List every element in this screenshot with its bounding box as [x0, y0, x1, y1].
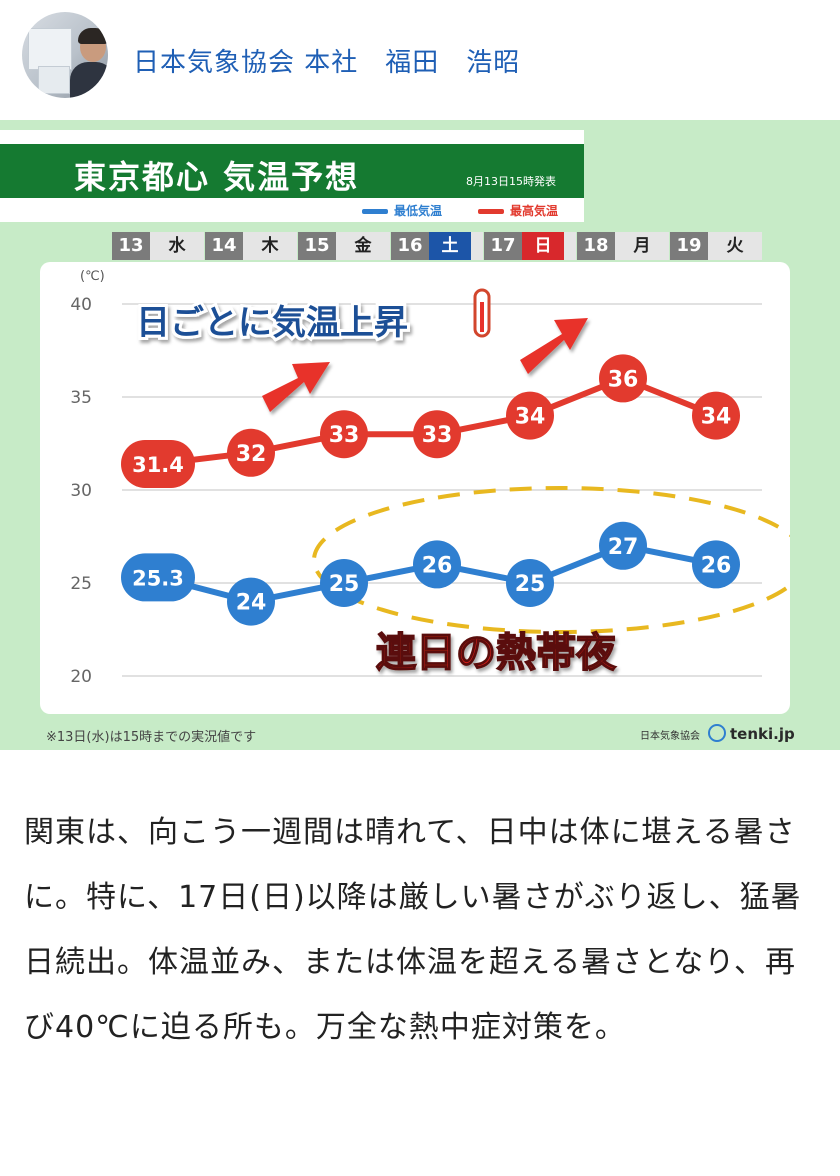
y-axis-unit: (℃) [80, 269, 105, 284]
data-label: 32 [236, 442, 267, 467]
rise-annotation-text: 日ごとに気温上昇 [136, 303, 408, 343]
data-label: 33 [329, 423, 360, 448]
tropical-night-annotation: 連日の熱帯夜 [376, 630, 617, 676]
rise-arrow-icon [262, 362, 330, 412]
day-weekday: 木 [261, 236, 279, 256]
y-tick-label: 25 [70, 574, 92, 594]
day-weekday: 日 [522, 232, 564, 260]
legend-min-swatch [362, 209, 388, 214]
day-16: 16 土 [391, 232, 483, 260]
figure-title-bar: 東京都心 気温予想 8月13日15時発表 [0, 144, 584, 198]
data-point-marker [320, 559, 368, 607]
day-18: 18 月 [577, 232, 669, 260]
day-weekday: 水 [168, 236, 186, 256]
rise-arrows [262, 318, 588, 412]
article-paragraph: 関東は、向こう一週間は晴れて、日中は体に堪える暑さに。特に、17日(日)以降は厳… [24, 815, 802, 1045]
forecast-figure: 東京都心 気温予想 8月13日15時発表 最低気温 最高気温 13 水 14 木… [0, 120, 840, 750]
data-point-marker [320, 410, 368, 459]
day-date: 16 [391, 232, 429, 260]
figure-note: ※13日(水)は15時までの実況値です [46, 730, 257, 745]
rise-arrow-icon [520, 318, 588, 374]
day-weekday: 金 [354, 236, 372, 256]
data-label: 25 [329, 572, 360, 597]
data-point-marker [506, 559, 554, 607]
author-header: 日本気象協会 本社 福田 浩昭 [0, 0, 840, 120]
figure-issued-time: 8月13日15時発表 [466, 175, 556, 188]
data-label: 27 [608, 535, 639, 560]
day-14: 14 木 [205, 232, 297, 260]
day-17: 17 日 [484, 232, 576, 260]
data-point-marker [227, 428, 275, 477]
data-label: 24 [236, 591, 267, 616]
article-body: 関東は、向こう一週間は晴れて、日中は体に堪える暑さに。特に、17日(日)以降は厳… [24, 800, 816, 1060]
figure-title: 東京都心 気温予想 [74, 158, 360, 196]
data-point-marker [506, 391, 554, 440]
figure-brand: 日本気象協会 tenki.jp [640, 724, 795, 743]
data-label: 36 [608, 367, 639, 392]
day-date: 19 [670, 232, 708, 260]
data-point-marker [599, 354, 647, 403]
day-date: 17 [484, 232, 522, 260]
day-date: 14 [205, 232, 243, 260]
data-point-marker [692, 391, 740, 440]
legend-min-label: 最低気温 [394, 204, 443, 218]
author-name-link[interactable]: 日本気象協会 本社 福田 浩昭 [133, 48, 521, 78]
brand-org: 日本気象協会 [640, 731, 700, 742]
data-point-marker [599, 521, 647, 570]
thermometer-icon [473, 288, 491, 338]
data-point-marker [121, 439, 195, 488]
day-date: 18 [577, 232, 615, 260]
legend-max-swatch [478, 209, 504, 214]
data-point-marker [413, 410, 461, 459]
y-tick-label: 40 [70, 295, 92, 315]
data-label: 33 [422, 423, 453, 448]
legend-max-temp: 最高気温 [478, 202, 558, 219]
data-label: 26 [422, 553, 453, 578]
day-19: 19 火 [670, 232, 762, 260]
day-date: 13 [112, 232, 150, 260]
data-point-marker [413, 540, 461, 589]
day-date: 15 [298, 232, 336, 260]
data-label: 34 [515, 405, 546, 430]
author-avatar[interactable] [22, 12, 108, 98]
data-label: 26 [701, 553, 732, 578]
figure-header: 東京都心 気温予想 8月13日15時発表 最低気温 最高気温 [0, 130, 584, 222]
tropical-night-ellipse [312, 486, 790, 634]
legend-max-label: 最高気温 [510, 204, 559, 218]
rise-annotation: 日ごとに気温上昇 [136, 303, 408, 343]
temperature-chart: 20 25 30 35 40 (℃) 31.4 32 33 33 34 36 34 25.3 24 25 2… [70, 269, 790, 687]
day-15: 15 金 [298, 232, 390, 260]
chart-panel: 20 25 30 35 40 (℃) 31.4 32 33 33 34 36 34 25.3 24 25 2… [40, 262, 790, 714]
day-weekday: 土 [429, 232, 471, 260]
day-13: 13 水 [112, 232, 204, 260]
brand-site: tenki.jp [730, 725, 795, 743]
legend-min-temp: 最低気温 [362, 202, 442, 219]
data-point-marker [692, 540, 740, 589]
day-weekday: 火 [726, 236, 744, 256]
data-label: 25.3 [132, 566, 184, 590]
tenki-logo-icon [708, 724, 726, 742]
day-weekday: 月 [633, 236, 651, 256]
data-label: 31.4 [132, 453, 184, 477]
data-label: 34 [701, 405, 732, 430]
data-point-marker [227, 577, 275, 626]
data-point-marker [121, 553, 195, 602]
y-tick-label: 20 [70, 667, 92, 687]
y-tick-label: 30 [70, 481, 92, 501]
y-tick-label: 35 [70, 388, 92, 408]
data-label: 25 [515, 572, 546, 597]
